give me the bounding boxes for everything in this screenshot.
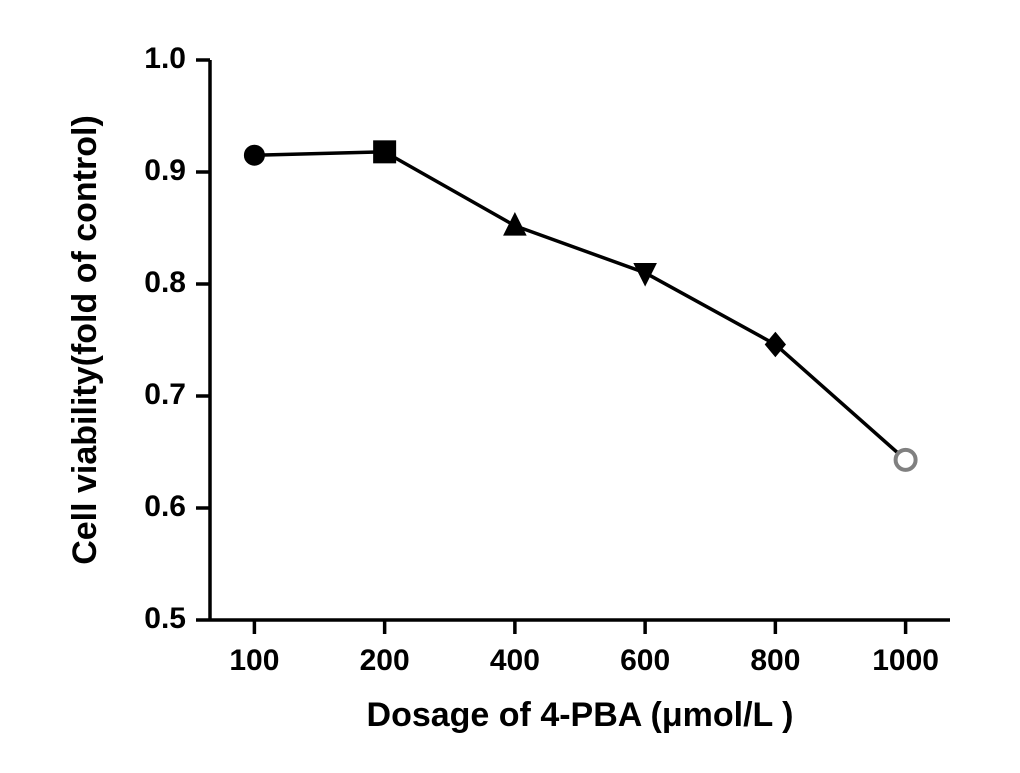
y-tick-label: 0.5 [144,602,186,635]
y-tick-label: 1.0 [144,42,186,75]
y-axis-label: Cell viability(fold of control) [66,115,104,565]
x-tick-label: 1000 [872,644,939,677]
y-tick-label: 0.7 [144,378,186,411]
y-tick-label: 0.9 [144,154,186,187]
x-axis-label: Dosage of 4-PBA (μmol/L ) [367,696,794,734]
x-tick-label: 100 [229,644,279,677]
x-tick-label: 400 [490,644,540,677]
x-tick-label: 800 [750,644,800,677]
data-marker [374,141,396,163]
data-marker [896,450,916,470]
y-tick-label: 0.8 [144,266,186,299]
y-tick-label: 0.6 [144,490,186,523]
chart-container: 0.5 0.6 0.7 0.8 0.9 1.0 100 200 400 600 800 1000 Dos… [0,0,1020,773]
data-marker [244,145,264,165]
x-tick-label: 600 [620,644,670,677]
x-tick-label: 200 [360,644,410,677]
